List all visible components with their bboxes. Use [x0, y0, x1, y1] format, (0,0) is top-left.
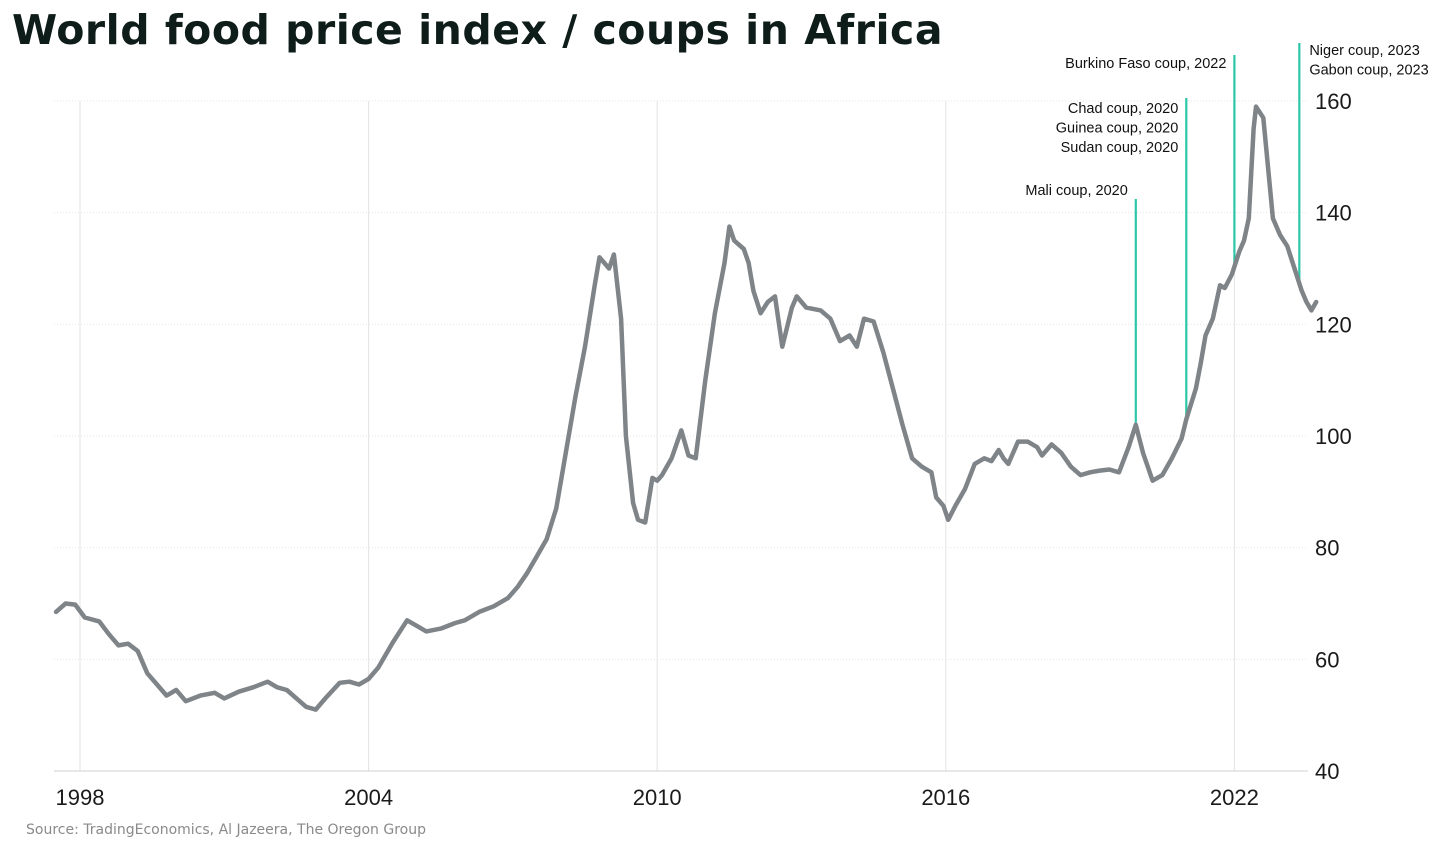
annotation-lines	[1134, 43, 1301, 425]
axes: 1998 2004 2010 2016 2022 40 60 80 100 120 140 160	[54, 89, 1352, 810]
x-tick-label: 2016	[921, 785, 970, 810]
x-tick-label: 1998	[56, 785, 105, 810]
y-tick-label: 100	[1315, 424, 1352, 449]
x-tick-label: 2010	[633, 785, 682, 810]
y-tick-label: 80	[1315, 536, 1339, 561]
series	[53, 104, 1319, 712]
coup-annotation-label: Niger coup, 2023	[1309, 43, 1419, 59]
y-tick-label: 160	[1315, 89, 1352, 114]
coup-annotation-label: Gabon coup, 2023	[1309, 63, 1428, 79]
coup-annotation-label: Chad coup, 2020	[1068, 101, 1178, 117]
coup-annotation-label: Sudan coup, 2020	[1061, 140, 1179, 156]
x-tick-label: 2022	[1210, 785, 1259, 810]
x-tick-label: 2004	[344, 785, 393, 810]
source-note: Source: TradingEconomics, Al Jazeera, Th…	[26, 822, 426, 838]
annotation-labels: Mali coup, 2020 Chad coup, 2020 Guinea cou…	[1025, 43, 1428, 199]
y-tick-label: 40	[1315, 759, 1339, 784]
chart-title: World food price index / coups in Africa	[12, 6, 944, 54]
coup-annotation-label: Mali coup, 2020	[1025, 183, 1127, 199]
coup-annotation-label: Guinea coup, 2020	[1056, 121, 1179, 137]
coup-annotation-label: Burkino Faso coup, 2022	[1065, 56, 1226, 72]
y-tick-label: 140	[1315, 201, 1352, 226]
food-price-index-line	[53, 104, 1319, 712]
y-tick-label: 120	[1315, 312, 1352, 337]
y-tick-label: 60	[1315, 647, 1339, 672]
